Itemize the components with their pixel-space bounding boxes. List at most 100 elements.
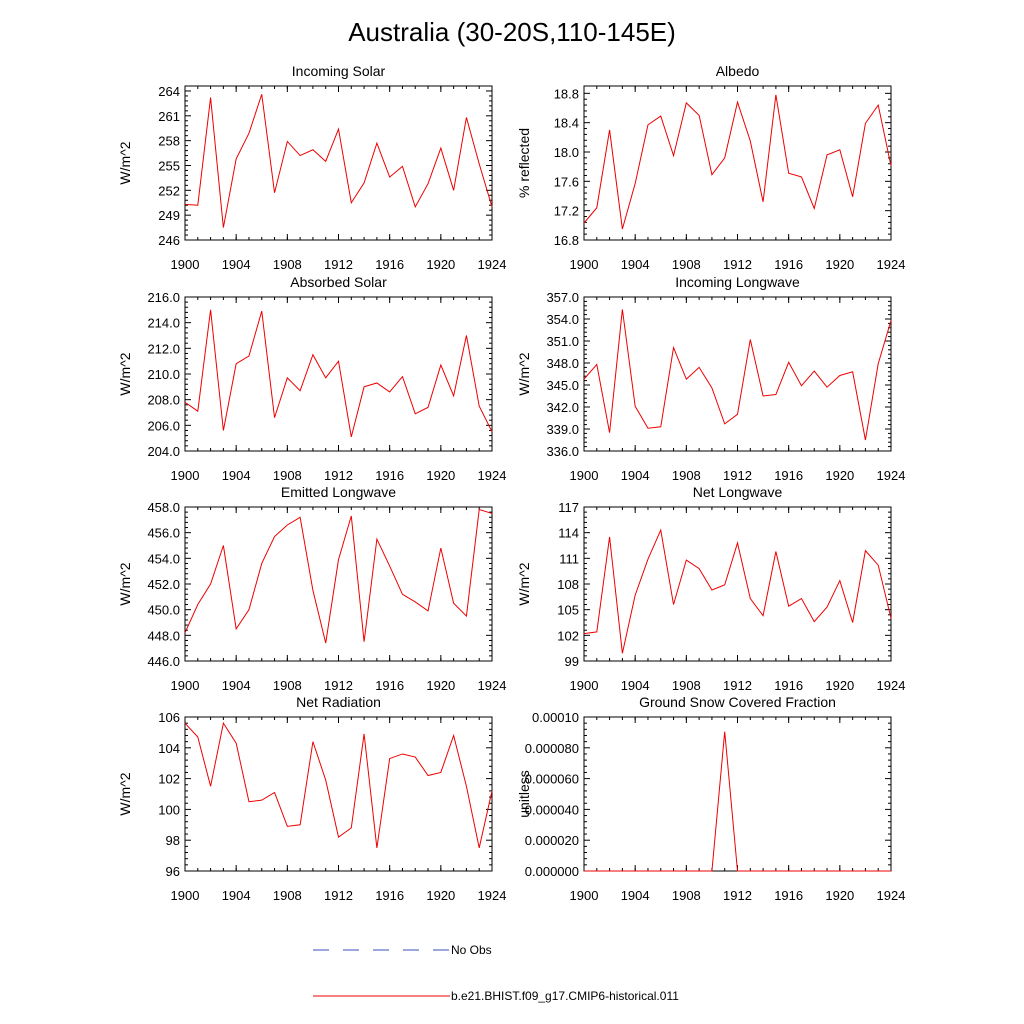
y-tick-label: 214.0 [147, 316, 180, 331]
x-tick-label: 1908 [672, 888, 701, 903]
y-tick-label: 448.0 [147, 628, 180, 643]
plot-frame [184, 716, 493, 872]
y-tick-label: 17.6 [554, 174, 579, 189]
x-tick-label: 1920 [426, 678, 455, 693]
x-tick-label: 1924 [877, 888, 906, 903]
x-tick-label: 1916 [375, 888, 404, 903]
y-tick-label: 16.8 [554, 233, 579, 248]
y-tick-label: 17.2 [554, 204, 579, 219]
panel-title: Incoming Longwave [675, 274, 800, 290]
x-tick-label: 1900 [171, 257, 200, 272]
x-tick-label: 1904 [621, 888, 650, 903]
y-tick-label: 252 [158, 183, 180, 198]
y-tick-label: 114 [558, 526, 579, 541]
y-axis-label: W/m^2 [117, 772, 133, 815]
x-tick-label: 1920 [426, 257, 455, 272]
series-line [184, 721, 493, 849]
y-tick-label: 104 [158, 741, 180, 756]
y-tick-label: 0.000000 [525, 864, 579, 879]
series-line [184, 508, 493, 644]
x-tick-label: 1900 [570, 888, 599, 903]
y-tick-label: 339.0 [546, 422, 579, 437]
y-tick-label: 351.0 [546, 334, 579, 349]
y-tick-label: 96 [166, 864, 180, 879]
y-tick-label: 18.4 [554, 116, 579, 131]
y-tick-label: 0.00010 [532, 710, 579, 725]
x-tick-label: 1916 [375, 257, 404, 272]
x-tick-label: 1908 [672, 678, 701, 693]
y-tick-label: 99 [565, 654, 579, 669]
y-tick-label: 206.0 [147, 418, 180, 433]
x-tick-label: 1920 [426, 468, 455, 483]
plot-frame [583, 506, 892, 662]
x-tick-label: 1912 [723, 257, 752, 272]
series-line [583, 309, 892, 441]
x-tick-label: 1912 [723, 888, 752, 903]
panel-ground-snow-covered-fraction: Ground Snow Covered Fraction unitless 1900… [516, 694, 905, 903]
panel-title: Albedo [716, 63, 760, 79]
x-tick-label: 1900 [171, 678, 200, 693]
series-line [583, 528, 892, 654]
x-tick-label: 1924 [478, 257, 507, 272]
y-tick-label: 18.8 [554, 86, 579, 101]
y-tick-label: 208.0 [147, 393, 180, 408]
y-tick-label: 452.0 [147, 577, 180, 592]
x-tick-label: 1916 [774, 468, 803, 483]
y-tick-label: 108 [557, 577, 579, 592]
y-axis-label: W/m^2 [117, 562, 133, 605]
legend: No Obs b.e21.BHIST.f09_g17.CMIP6-histori… [313, 943, 679, 1003]
x-tick-label: 1908 [672, 468, 701, 483]
y-tick-label: 105 [557, 603, 579, 618]
y-tick-label: 117 [558, 500, 579, 515]
x-tick-label: 1924 [478, 468, 507, 483]
y-tick-label: 216.0 [147, 290, 180, 305]
plot-frame [184, 506, 493, 662]
x-tick-label: 1904 [621, 678, 650, 693]
y-tick-label: 458.0 [147, 500, 180, 515]
panel-title: Net Radiation [296, 694, 381, 710]
series-line [584, 731, 891, 872]
x-tick-label: 1924 [877, 678, 906, 693]
figure-title: Australia (30-20S,110-145E) [348, 17, 676, 47]
x-tick-label: 1912 [324, 468, 353, 483]
x-tick-label: 1900 [570, 257, 599, 272]
x-tick-label: 1904 [222, 257, 251, 272]
x-tick-label: 1916 [375, 468, 404, 483]
y-tick-label: 261 [158, 109, 180, 124]
y-tick-label: 454.0 [147, 551, 180, 566]
x-tick-label: 1904 [222, 888, 251, 903]
y-tick-label: 246 [158, 233, 180, 248]
panel-net-radiation: Net Radiation W/m^2 1900 1904 1908 1912 1916 19… [117, 694, 506, 903]
y-tick-label: 210.0 [147, 367, 180, 382]
panel-emitted-longwave: Emitted Longwave W/m^2 1900 1904 1908 1912 191… [117, 484, 506, 693]
y-tick-label: 446.0 [147, 654, 180, 669]
panel-title: Net Longwave [693, 484, 783, 500]
y-axis-label: W/m^2 [117, 352, 133, 395]
x-tick-label: 1924 [478, 888, 507, 903]
y-tick-label: 249 [158, 208, 180, 223]
series-line [583, 94, 892, 230]
x-tick-label: 1912 [324, 257, 353, 272]
x-tick-label: 1904 [621, 257, 650, 272]
y-axis-label: W/m^2 [516, 562, 532, 605]
panel-net-longwave: Net Longwave W/m^2 1900 1904 1908 1912 1916 192… [516, 484, 905, 693]
x-tick-label: 1912 [723, 468, 752, 483]
panel-title: Ground Snow Covered Fraction [639, 694, 836, 710]
panel-absorbed-solar: Absorbed Solar W/m^2 1900 1904 1908 1912 1916 1… [117, 274, 506, 483]
y-tick-label: 18.0 [554, 145, 579, 160]
plot-frame [184, 296, 493, 452]
x-tick-label: 1920 [426, 888, 455, 903]
y-tick-label: 342.0 [546, 400, 579, 415]
x-tick-label: 1920 [825, 678, 854, 693]
x-tick-label: 1924 [478, 678, 507, 693]
panel-incoming-longwave: Incoming Longwave W/m^2 1900 1904 1908 1912 19… [516, 274, 905, 483]
x-tick-label: 1908 [273, 678, 302, 693]
x-tick-label: 1904 [621, 468, 650, 483]
y-tick-label: 336.0 [546, 444, 579, 459]
x-tick-label: 1900 [570, 678, 599, 693]
y-tick-label: 102 [158, 772, 180, 787]
x-tick-label: 1908 [273, 257, 302, 272]
y-tick-label: 258 [158, 134, 180, 149]
x-tick-label: 1920 [825, 888, 854, 903]
